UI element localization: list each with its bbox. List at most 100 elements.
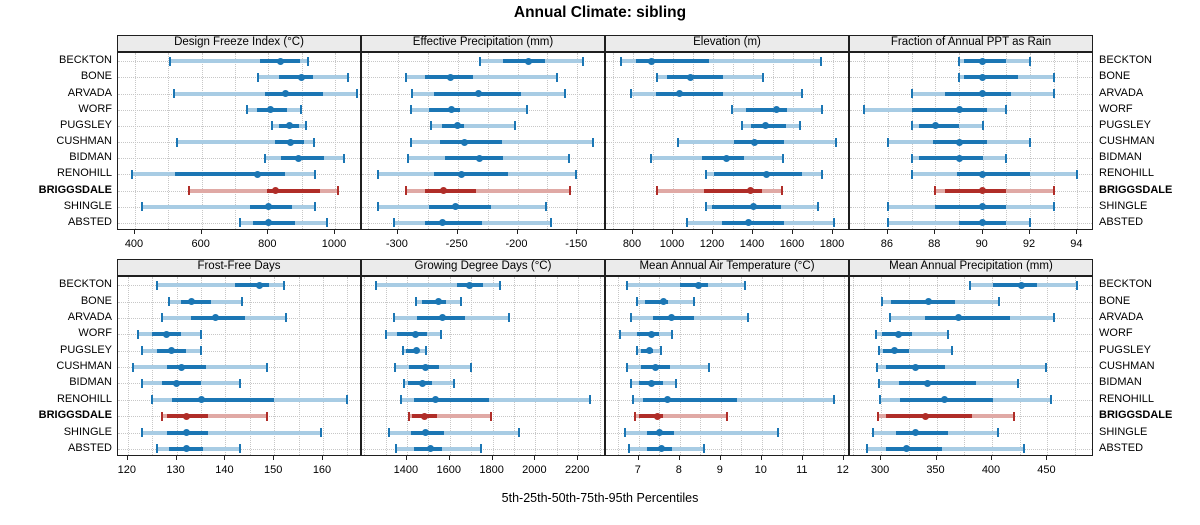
whisker-cap-95th [265, 411, 268, 421]
iqr-band-25-75 [281, 156, 324, 161]
x-axis-tick [126, 456, 128, 460]
row-gridline [606, 334, 848, 336]
whisker-cap-5th [376, 202, 379, 212]
whisker-cap-5th [141, 346, 144, 356]
iqr-band-25-75 [265, 91, 324, 96]
iqr-band-25-75 [918, 156, 983, 161]
x-axis-tick [712, 230, 713, 234]
median-dot [895, 330, 903, 338]
x-gridline [1053, 53, 1055, 229]
row-gridline [362, 350, 604, 352]
median-dot [659, 298, 667, 305]
median-dot [253, 170, 261, 178]
median-dot [723, 154, 731, 162]
median-dot [955, 314, 963, 322]
median-dot [931, 122, 939, 130]
whisker-cap-95th [507, 313, 510, 323]
median-dot [412, 347, 420, 355]
station-label-left: WORF [78, 327, 112, 340]
whisker-cap-5th [156, 280, 158, 290]
x-gridline [364, 277, 366, 455]
percentile-band-5-95 [411, 140, 593, 144]
whisker-cap-95th [660, 346, 663, 356]
station-label-right: BRIGGSDALE [1099, 183, 1173, 196]
station-label-left: ARVADA [67, 310, 112, 323]
whisker-cap-95th [946, 329, 949, 339]
station-label-right: ABSTED [1099, 441, 1144, 454]
x-axis-tick [1046, 456, 1048, 460]
iqr-band-25-75 [181, 299, 211, 304]
median-dot [979, 170, 987, 178]
panel-header: Design Freeze Index (°C) [117, 35, 361, 52]
whisker-cap-5th [910, 89, 913, 98]
median-dot [645, 347, 653, 355]
station-label-left: BRIGGSDALE [38, 409, 112, 422]
median-dot [439, 187, 447, 194]
median-dot [911, 429, 919, 436]
x-axis-tick-label: -150 [565, 238, 588, 250]
panel-plot [605, 276, 849, 456]
x-gridline [1047, 277, 1049, 455]
whisker-cap-5th [141, 378, 144, 388]
station-label-left: BRIGGSDALE [38, 183, 112, 196]
whisker-cap-5th [405, 72, 408, 82]
median-dot [434, 298, 442, 305]
station-label-left: BECKTON [59, 54, 112, 67]
panel-plot [117, 52, 361, 230]
whisker-cap-5th [402, 378, 405, 388]
whisker-cap-5th [875, 362, 878, 372]
median-dot [451, 203, 459, 211]
percentile-band-5-95 [389, 430, 520, 435]
x-axis-tick [448, 456, 450, 460]
whisker-cap-95th [300, 105, 303, 115]
median-dot [773, 106, 781, 114]
whisker-cap-5th [886, 202, 889, 212]
x-axis-tick [334, 230, 335, 234]
x-gridline [298, 277, 300, 455]
whisker-cap-5th [865, 444, 868, 454]
median-dot [955, 106, 963, 114]
whisker-cap-95th [346, 395, 349, 405]
x-axis-tick-label: 400 [124, 238, 144, 250]
whisker-cap-5th [385, 329, 387, 339]
x-axis-tick-label: -300 [385, 238, 408, 250]
whisker-cap-95th [342, 153, 345, 163]
iqr-band-25-75 [253, 220, 295, 225]
station-label-right: BECKTON [1099, 54, 1152, 67]
x-axis-tick [842, 456, 844, 460]
whisker-cap-5th [257, 72, 260, 82]
panel-header: Effective Precipitation (mm) [361, 35, 605, 52]
percentile-band-5-95 [142, 204, 315, 209]
x-gridline [653, 53, 654, 229]
x-axis-tick [577, 456, 579, 460]
iqr-band-25-75 [666, 75, 724, 80]
whisker-cap-95th [239, 378, 241, 388]
whisker-cap-5th [187, 186, 190, 195]
whisker-cap-95th [336, 186, 339, 195]
whisker-cap-5th [886, 218, 889, 228]
whisker-cap-95th [819, 56, 822, 66]
iqr-band-25-75 [171, 397, 275, 402]
x-gridline [599, 277, 601, 455]
median-dot [412, 330, 420, 338]
whisker-cap-95th [1045, 362, 1048, 372]
x-axis-tick-label: 2200 [564, 464, 590, 476]
whisker-cap-5th [173, 89, 175, 98]
x-axis-tick [832, 230, 833, 234]
whisker-cap-5th [635, 346, 638, 356]
median-dot [439, 314, 447, 322]
whisker-cap-95th [744, 280, 747, 290]
median-dot [763, 170, 771, 178]
whisker-cap-5th [629, 313, 632, 323]
whisker-cap-95th [313, 202, 316, 212]
whisker-cap-5th [730, 105, 733, 115]
whisker-cap-95th [833, 218, 835, 228]
whisker-cap-95th [726, 411, 728, 421]
whisker-cap-95th [582, 56, 585, 66]
whisker-cap-5th [400, 395, 402, 405]
x-axis-tick-label: 450 [1037, 464, 1056, 476]
whisker-cap-95th [997, 297, 1000, 306]
whisker-cap-5th [430, 121, 433, 131]
whisker-cap-95th [707, 362, 710, 372]
figure-title: Annual Climate: sibling [513, 4, 687, 21]
